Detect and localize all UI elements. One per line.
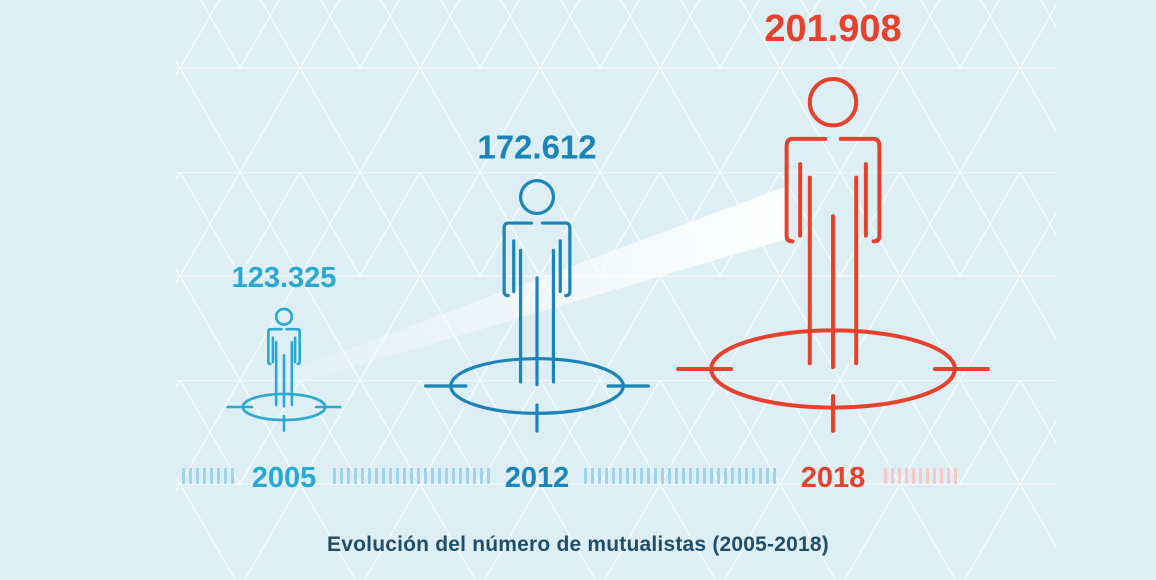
timeline-dash — [459, 468, 462, 484]
timeline-dash — [640, 468, 643, 484]
timeline-dash — [473, 468, 476, 484]
timeline-dash — [675, 468, 678, 484]
timeline-dash — [389, 468, 392, 484]
timeline-dash — [189, 468, 192, 484]
growth-beam — [292, 185, 790, 385]
year-label-2012: 2012 — [505, 462, 570, 494]
timeline-segment-start — [182, 468, 234, 484]
timeline-dash — [731, 468, 734, 484]
timeline-dash — [224, 468, 227, 484]
timeline-dash — [619, 468, 622, 484]
timeline-dash — [396, 468, 399, 484]
timeline-dash — [182, 468, 185, 484]
timeline-dash — [654, 468, 657, 484]
person-figure-2018 — [676, 77, 990, 433]
timeline-dash — [210, 468, 213, 484]
timeline-dash — [668, 468, 671, 484]
timeline-dash — [203, 468, 206, 484]
timeline-dash — [738, 468, 741, 484]
value-label-2012: 172.612 — [477, 129, 596, 166]
timeline-dash — [661, 468, 664, 484]
person-body — [784, 136, 882, 370]
timeline-dash — [598, 468, 601, 484]
year-label-2005: 2005 — [252, 462, 317, 494]
background-pattern — [176, 0, 1056, 580]
timeline-dash — [410, 468, 413, 484]
timeline-dash — [682, 468, 685, 484]
timeline-dash — [703, 468, 706, 484]
timeline-dash — [717, 468, 720, 484]
timeline-dash — [884, 468, 887, 484]
timeline-dash — [612, 468, 615, 484]
timeline-dash — [361, 468, 364, 484]
person-head — [518, 178, 556, 216]
value-labels: 123.325 172.612 201.908 — [232, 8, 902, 294]
timeline-dash — [766, 468, 769, 484]
person-head — [807, 77, 859, 128]
timeline-dash — [696, 468, 699, 484]
timeline-dash — [626, 468, 629, 484]
timeline-dash — [689, 468, 692, 484]
timeline-dash — [954, 468, 957, 484]
timeline-dash — [752, 468, 755, 484]
timeline-dash — [375, 468, 378, 484]
person-head — [274, 307, 294, 326]
timeline-dash — [217, 468, 220, 484]
timeline-segment-2005-2012 — [333, 468, 490, 484]
timeline-dash — [919, 468, 922, 484]
timeline-dash — [647, 468, 650, 484]
value-label-2018: 201.908 — [764, 8, 901, 50]
timeline-dash — [710, 468, 713, 484]
timeline-dash — [347, 468, 350, 484]
pictograph-figures — [226, 77, 990, 433]
timeline-dash — [466, 468, 469, 484]
timeline-dash — [898, 468, 901, 484]
timeline-dash — [196, 468, 199, 484]
timeline-dash — [445, 468, 448, 484]
person-figure-2012 — [423, 178, 651, 433]
year-label-2018: 2018 — [801, 462, 866, 494]
timeline-dash — [947, 468, 950, 484]
timeline-dash — [333, 468, 336, 484]
timeline-dash — [724, 468, 727, 484]
value-label-2005: 123.325 — [232, 262, 337, 294]
timeline-dash — [940, 468, 943, 484]
timeline-dash — [340, 468, 343, 484]
timeline-dash — [452, 468, 455, 484]
timeline-dash — [417, 468, 420, 484]
timeline-dash — [933, 468, 936, 484]
timeline-segment-end — [884, 468, 957, 484]
timeline-dash — [431, 468, 434, 484]
timeline-dash — [591, 468, 594, 484]
timeline-dash — [480, 468, 483, 484]
timeline-dash — [773, 468, 776, 484]
timeline-dash — [905, 468, 908, 484]
timeline-dash — [231, 468, 234, 484]
timeline-dash — [891, 468, 894, 484]
person-body — [267, 327, 301, 408]
timeline-dash — [759, 468, 762, 484]
year-labels: 2005 2012 2018 — [252, 462, 866, 494]
timeline — [182, 468, 957, 484]
timeline-dash — [487, 468, 490, 484]
person-figure-2005 — [226, 307, 342, 432]
timeline-dash — [424, 468, 427, 484]
chart-caption: Evolución del número de mutualistas (200… — [327, 533, 829, 556]
timeline-dash — [633, 468, 636, 484]
timeline-segment-2012-2018 — [584, 468, 776, 484]
timeline-dash — [354, 468, 357, 484]
timeline-dash — [926, 468, 929, 484]
person-body — [502, 221, 572, 387]
timeline-dash — [438, 468, 441, 484]
timeline-dash — [368, 468, 371, 484]
timeline-dash — [745, 468, 748, 484]
timeline-dash — [382, 468, 385, 484]
timeline-dash — [605, 468, 608, 484]
timeline-dash — [584, 468, 587, 484]
timeline-dash — [912, 468, 915, 484]
timeline-dash — [403, 468, 406, 484]
